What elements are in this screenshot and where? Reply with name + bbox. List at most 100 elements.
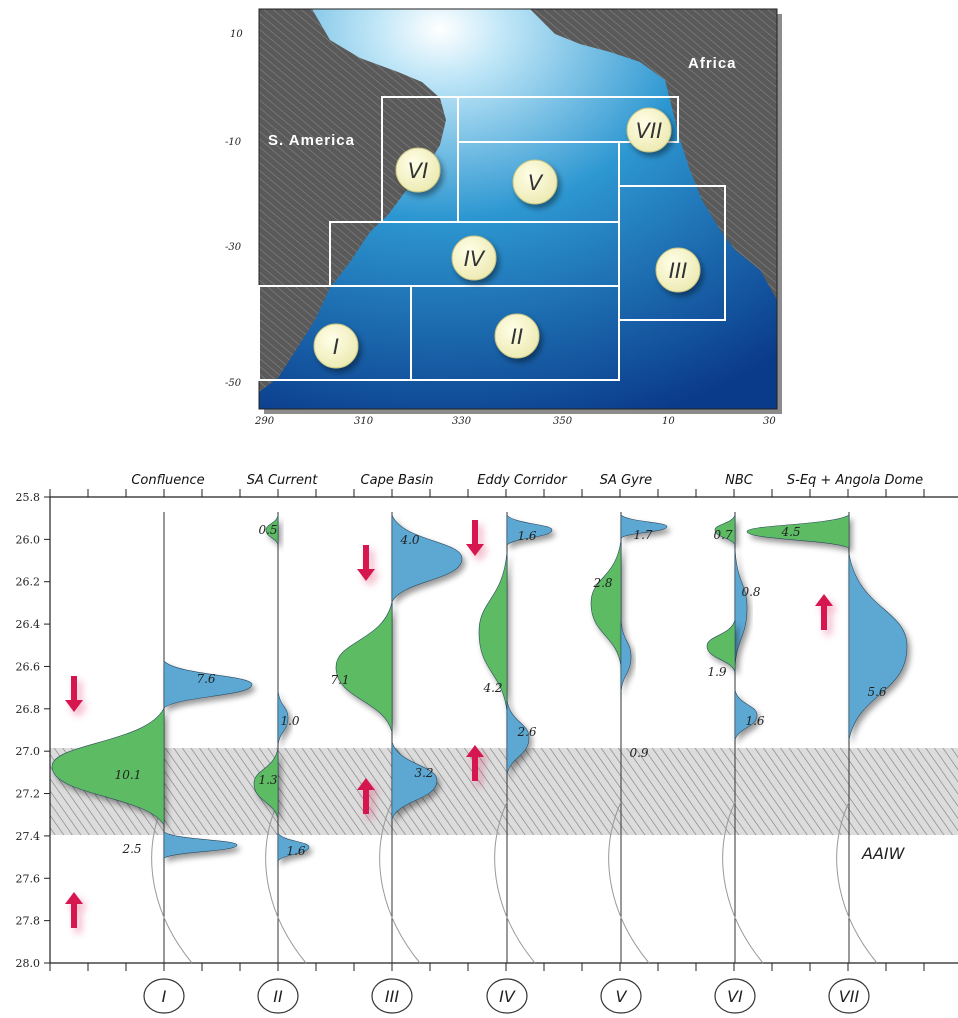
column-title: NBC (725, 473, 754, 488)
profile-lobe (335, 601, 393, 733)
map-frame (258, 8, 778, 410)
roman-marker-IV: IV (486, 978, 528, 1014)
value-label: 10.1 (115, 768, 142, 782)
top-ticks (49, 489, 925, 497)
column-III: 4.0 7.1 3.2 (330, 512, 463, 964)
roman-label: III (385, 987, 399, 1006)
region-marker-II: II (494, 313, 540, 359)
y-tick-label: 26.0 (16, 533, 41, 546)
profile-lobe (253, 747, 279, 820)
arrow-up (357, 778, 375, 814)
y-tick-label: 26.8 (16, 703, 41, 716)
arrow-up (815, 594, 833, 630)
column-title: SA Current (247, 473, 319, 488)
value-label: 4.2 (482, 681, 502, 695)
profile-lobe (734, 689, 758, 741)
roman-marker-V: V (600, 978, 642, 1014)
value-label: 4.0 (399, 533, 419, 547)
roman-circle (143, 978, 185, 1014)
profile-lobe (620, 514, 668, 539)
profile-lobe (478, 551, 508, 713)
value-label: 2.5 (121, 842, 141, 856)
roman-circle (486, 978, 528, 1014)
value-label: 1.9 (707, 665, 726, 679)
y-tick-label: 27.8 (16, 915, 41, 928)
profile-lobe (163, 831, 238, 859)
region-marker-IV: IV (451, 235, 497, 281)
value-label: 4.5 (780, 525, 800, 539)
bottom-ticks (49, 963, 925, 971)
profile-lobe (277, 831, 310, 862)
trace-curve (265, 801, 307, 964)
region-marker-circle (494, 313, 540, 359)
roman-circle (371, 978, 413, 1014)
column-title: S-Eq + Angola Dome (787, 473, 923, 488)
y-tick-label: 26.6 (16, 660, 41, 673)
y-axis: 25.8 26.0 26.2 26.4 26.6 26.8 27.0 27.2 27.4 27.6… (16, 491, 958, 970)
lon-tick: 30 (763, 416, 776, 427)
column-title: Eddy Corridor (477, 473, 568, 488)
region-boxes (258, 96, 726, 381)
profile-lobe (163, 660, 253, 709)
column-title: Confluence (131, 473, 204, 488)
profile-lobe (506, 514, 553, 546)
value-label: 1.3 (258, 773, 277, 787)
roman-label: I (162, 987, 167, 1006)
profile-lobe (265, 514, 279, 546)
value-label: 5.6 (867, 685, 886, 699)
value-label: 0.5 (258, 523, 277, 537)
trace-curve (151, 801, 193, 964)
column-V: 1.7 2.8 0.9 (590, 512, 668, 964)
lon-tick: 310 (354, 416, 374, 427)
column-titles: Confluence SA Current Cape Basin Eddy Corri… (131, 473, 923, 488)
roman-label: V (616, 987, 628, 1006)
aaiw-label: AAIW (861, 844, 906, 863)
roman-label: VI (727, 987, 743, 1006)
arrow-down (357, 545, 375, 581)
roman-label: IV (499, 987, 516, 1006)
arrow-up (466, 745, 484, 781)
roman-marker-II: II (257, 978, 299, 1014)
roman-marker-III: III (371, 978, 413, 1014)
south-america-landmass (259, 9, 446, 392)
region-marker-label: VII (636, 119, 663, 143)
trace-curve (379, 801, 421, 964)
y-tick-label: 25.8 (16, 491, 41, 504)
region-marker-circle (512, 159, 558, 205)
roman-label: II (273, 987, 283, 1006)
lon-tick: 350 (553, 416, 573, 427)
roman-label: VII (839, 987, 860, 1006)
value-label: 7.6 (196, 672, 215, 686)
region-marker-label: VI (408, 159, 429, 183)
profile-lobe (277, 689, 289, 746)
roman-marker-VII: VII (828, 978, 870, 1014)
roman-circle (714, 978, 756, 1014)
value-label: 0.7 (713, 528, 732, 542)
y-tick-label: 27.0 (16, 745, 41, 758)
column-title: Cape Basin (361, 473, 434, 488)
region-marker-label: V (528, 171, 544, 195)
column-VII: 4.5 5.6 (746, 512, 908, 964)
value-label: 1.6 (286, 844, 305, 858)
arrow-up (65, 892, 83, 928)
profiles: 7.6 10.1 2.5 0.5 1.0 1.3 1.6 4.0 7.1 3.2 1.6 4.2 2.6… (51, 512, 908, 964)
label-africa: Africa (688, 55, 737, 72)
profile-lobe (391, 741, 438, 820)
box-region-VI (381, 96, 459, 223)
region-marker-VII: VII (626, 107, 672, 153)
roman-marker-I: I (143, 978, 185, 1014)
box-region-VII (457, 96, 679, 143)
region-marker-circle (313, 323, 359, 369)
column-I: 7.6 10.1 2.5 (51, 512, 253, 964)
y-tick-label: 27.4 (16, 830, 41, 843)
profile-lobe (590, 539, 622, 667)
profile-lobe (714, 514, 736, 546)
africa-landmass (530, 9, 777, 300)
value-label: 1.7 (633, 528, 652, 542)
value-label: 3.2 (414, 766, 433, 780)
trace-curve (494, 801, 536, 964)
lon-ticks: 290 310 330 350 10 30 (254, 416, 776, 427)
region-marker-VI: VI (395, 147, 441, 193)
